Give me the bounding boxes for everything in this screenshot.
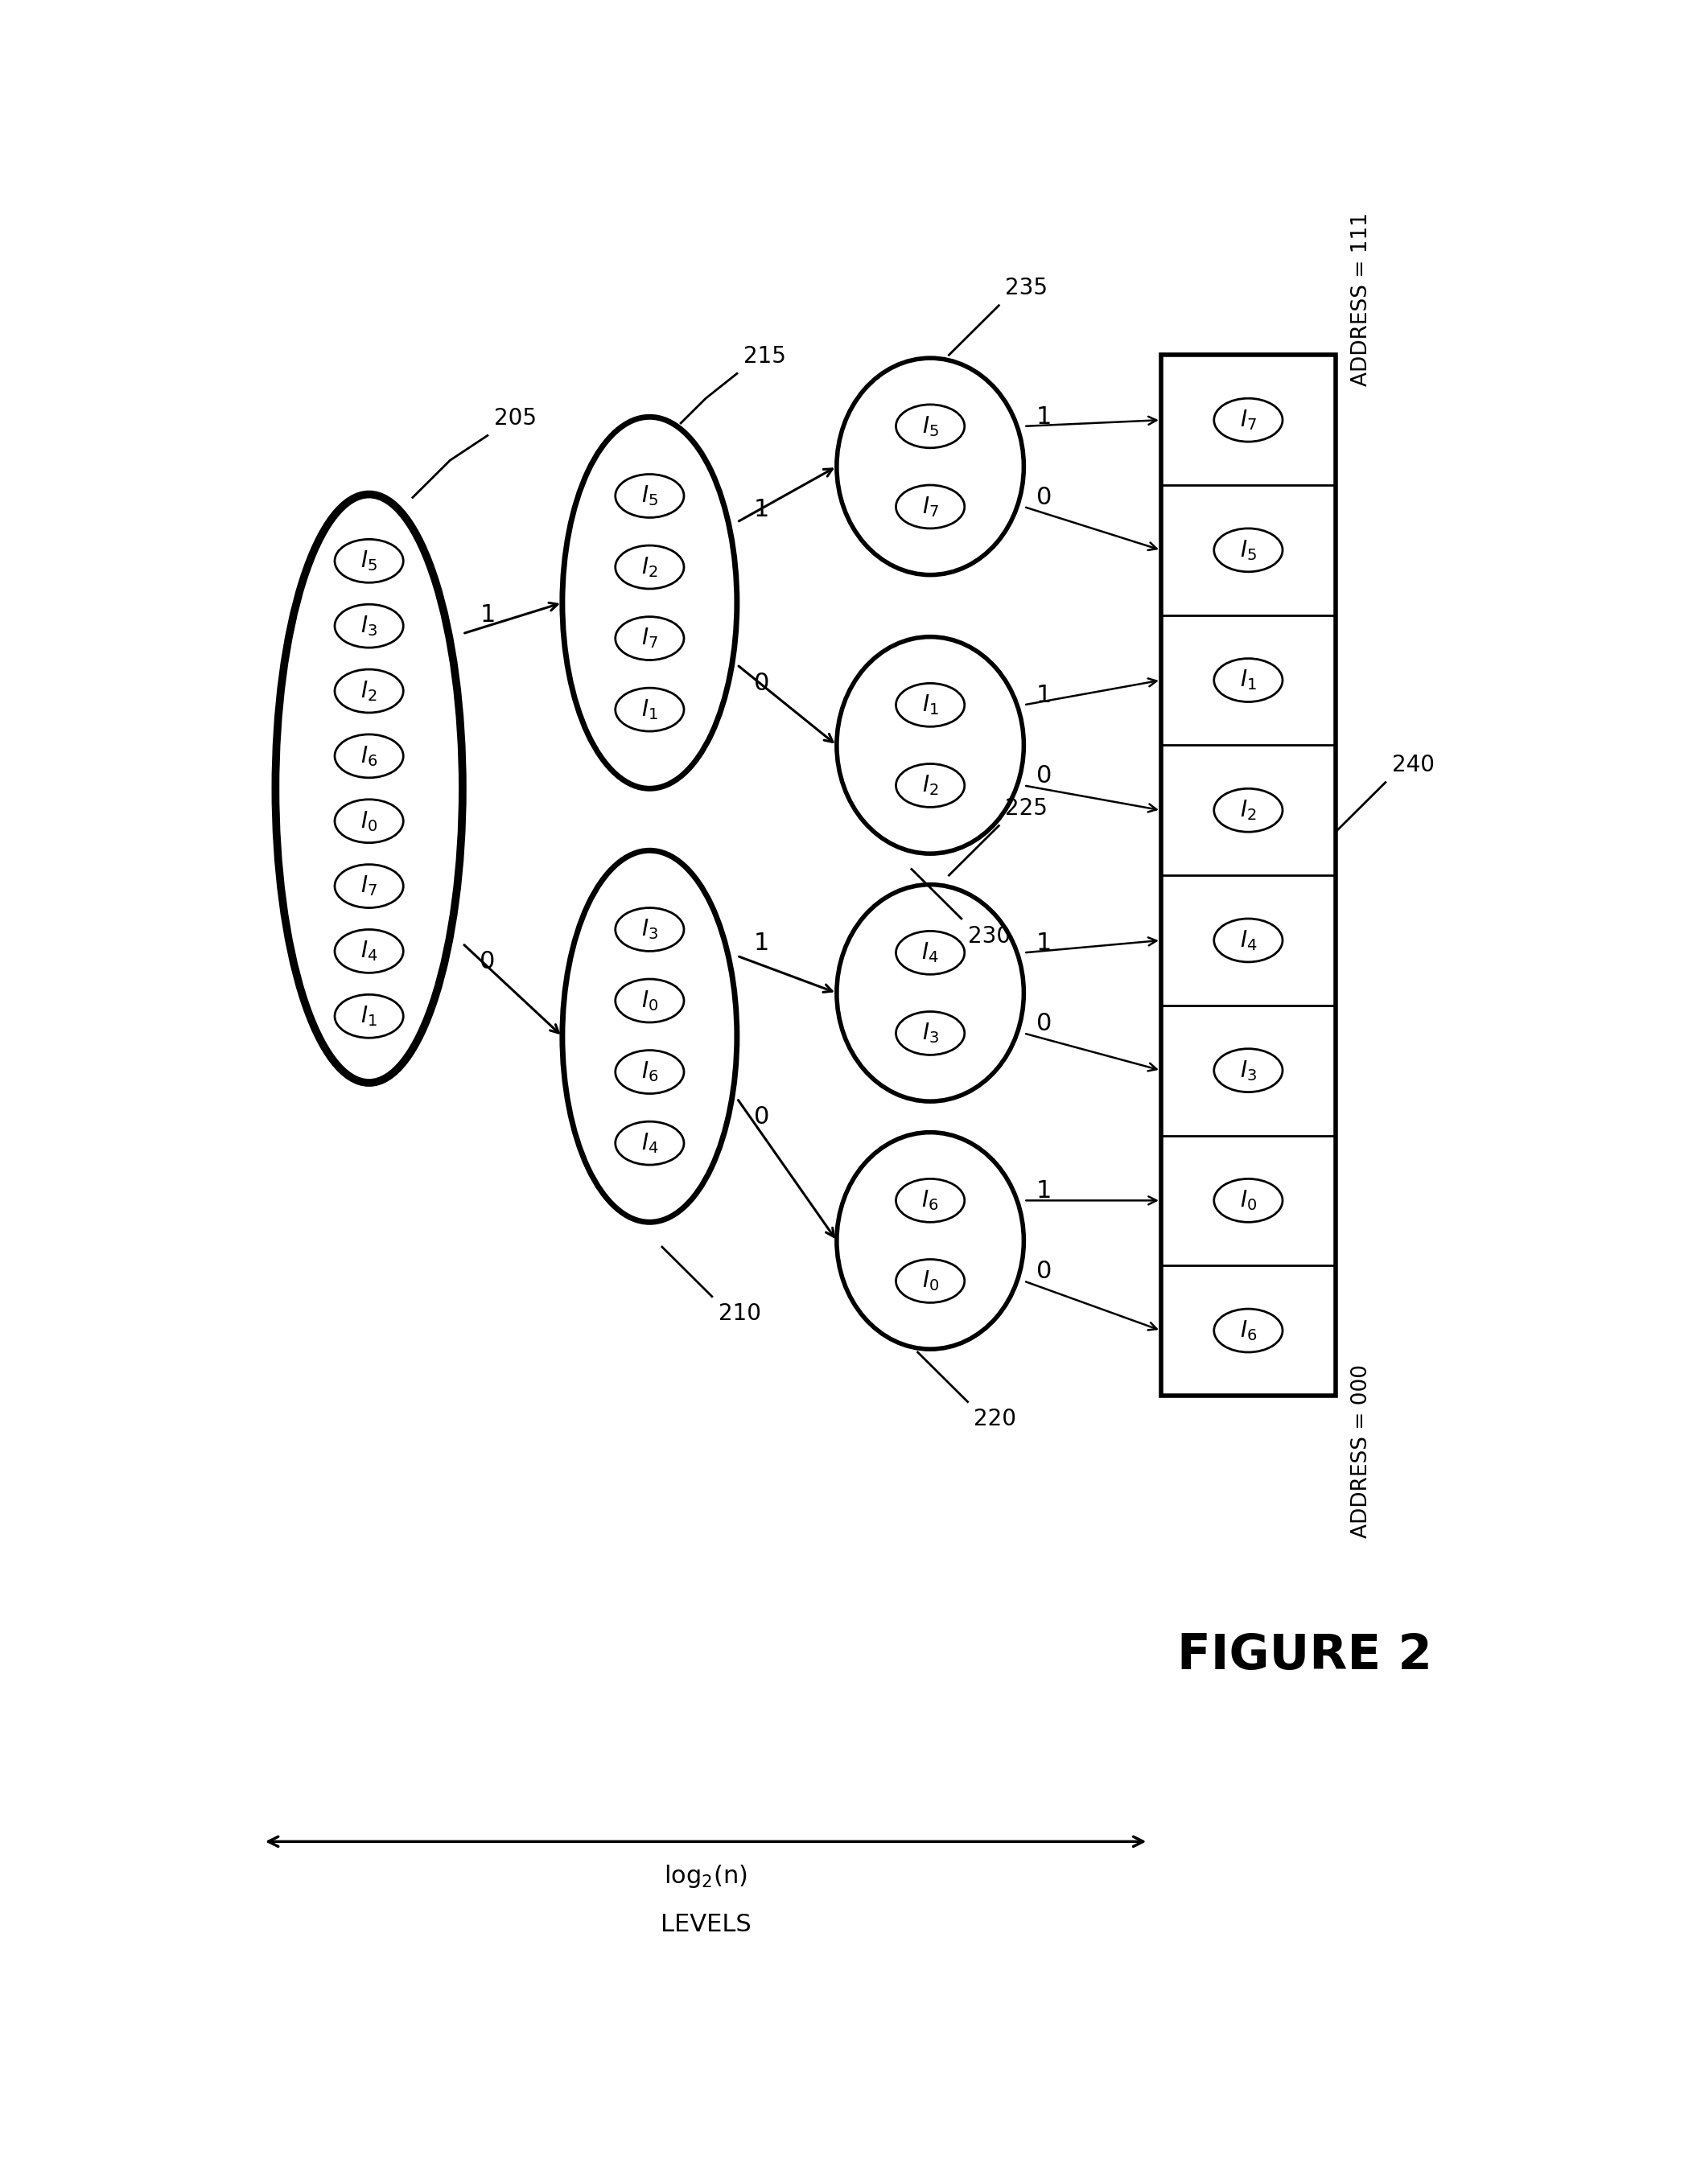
Ellipse shape <box>616 688 684 732</box>
Ellipse shape <box>616 616 684 660</box>
Text: $I_{5}$: $I_{5}$ <box>1240 537 1257 561</box>
Text: $I_{3}$: $I_{3}$ <box>922 1022 939 1046</box>
Text: 220: 220 <box>974 1409 1016 1431</box>
Text: 1: 1 <box>1037 684 1052 708</box>
Ellipse shape <box>837 358 1023 574</box>
Ellipse shape <box>334 994 404 1037</box>
Ellipse shape <box>895 1179 965 1223</box>
Ellipse shape <box>616 474 684 518</box>
Text: 240: 240 <box>1391 753 1434 775</box>
Text: $\mathrm{log_2(n)}$: $\mathrm{log_2(n)}$ <box>663 1863 747 1889</box>
Text: $I_{6}$: $I_{6}$ <box>1240 1319 1257 1343</box>
Text: $I_{2}$: $I_{2}$ <box>641 555 658 579</box>
Text: $I_{0}$: $I_{0}$ <box>360 808 377 832</box>
Ellipse shape <box>276 494 462 1083</box>
Text: 0: 0 <box>1037 764 1052 788</box>
Text: $I_{3}$: $I_{3}$ <box>360 614 377 638</box>
Text: $I_{6}$: $I_{6}$ <box>360 745 377 769</box>
Ellipse shape <box>334 668 404 712</box>
Ellipse shape <box>837 638 1023 854</box>
Text: $I_{2}$: $I_{2}$ <box>1240 799 1257 821</box>
Text: 0: 0 <box>1037 1011 1052 1035</box>
Bar <box>1161 356 1335 1396</box>
Text: 0: 0 <box>754 1105 769 1129</box>
Text: LEVELS: LEVELS <box>660 1913 752 1937</box>
Text: 0: 0 <box>754 673 769 695</box>
Ellipse shape <box>334 865 404 909</box>
Text: $I_{4}$: $I_{4}$ <box>360 939 379 963</box>
Ellipse shape <box>1214 660 1282 701</box>
Ellipse shape <box>334 734 404 778</box>
Ellipse shape <box>895 684 965 727</box>
Text: $I_{4}$: $I_{4}$ <box>1240 928 1257 952</box>
Text: 225: 225 <box>1004 797 1047 819</box>
Ellipse shape <box>1214 1179 1282 1223</box>
Text: $I_{1}$: $I_{1}$ <box>361 1005 377 1029</box>
Text: $I_{0}$: $I_{0}$ <box>641 989 658 1013</box>
Ellipse shape <box>1214 788 1282 832</box>
Ellipse shape <box>563 417 737 788</box>
Ellipse shape <box>616 1051 684 1094</box>
Text: $I_{0}$: $I_{0}$ <box>922 1269 939 1293</box>
Text: 210: 210 <box>718 1302 760 1326</box>
Ellipse shape <box>837 885 1023 1101</box>
Ellipse shape <box>1214 529 1282 572</box>
Ellipse shape <box>334 930 404 972</box>
Ellipse shape <box>895 930 965 974</box>
Text: 1: 1 <box>1037 406 1052 428</box>
Text: ADDRESS = 111: ADDRESS = 111 <box>1350 212 1373 387</box>
Text: $I_{3}$: $I_{3}$ <box>641 917 658 941</box>
Ellipse shape <box>895 1011 965 1055</box>
Text: $I_{2}$: $I_{2}$ <box>922 773 938 797</box>
Ellipse shape <box>334 539 404 583</box>
Text: 215: 215 <box>743 345 786 367</box>
Text: $I_{7}$: $I_{7}$ <box>641 627 658 651</box>
Ellipse shape <box>1214 1048 1282 1092</box>
Text: $I_{1}$: $I_{1}$ <box>922 692 939 716</box>
Ellipse shape <box>895 404 965 448</box>
Text: 0: 0 <box>1037 485 1052 509</box>
Ellipse shape <box>616 546 684 590</box>
Text: $I_{7}$: $I_{7}$ <box>360 874 377 898</box>
Ellipse shape <box>837 1131 1023 1350</box>
Ellipse shape <box>616 909 684 952</box>
Text: 235: 235 <box>1004 277 1047 299</box>
Text: 230: 230 <box>968 924 1011 948</box>
Text: $I_{3}$: $I_{3}$ <box>1240 1059 1257 1083</box>
Text: $I_{0}$: $I_{0}$ <box>1240 1188 1257 1212</box>
Ellipse shape <box>895 764 965 808</box>
Text: $I_{7}$: $I_{7}$ <box>1240 408 1257 432</box>
Ellipse shape <box>616 978 684 1022</box>
Text: 1: 1 <box>1037 1179 1052 1203</box>
Ellipse shape <box>334 799 404 843</box>
Ellipse shape <box>895 485 965 529</box>
Ellipse shape <box>334 605 404 649</box>
Text: $I_{6}$: $I_{6}$ <box>922 1188 939 1212</box>
Ellipse shape <box>1214 919 1282 961</box>
Text: $I_{4}$: $I_{4}$ <box>922 941 939 965</box>
Text: 1: 1 <box>1037 933 1052 954</box>
Ellipse shape <box>1214 397 1282 441</box>
Ellipse shape <box>563 850 737 1223</box>
Text: 1: 1 <box>479 603 494 627</box>
Text: $I_{6}$: $I_{6}$ <box>641 1059 658 1083</box>
Text: 0: 0 <box>1037 1260 1052 1284</box>
Text: 1: 1 <box>754 933 769 954</box>
Text: FIGURE 2: FIGURE 2 <box>1176 1631 1432 1679</box>
Text: $I_{5}$: $I_{5}$ <box>922 415 939 439</box>
Text: $I_{2}$: $I_{2}$ <box>361 679 377 703</box>
Ellipse shape <box>616 1123 684 1164</box>
Text: $I_{1}$: $I_{1}$ <box>1240 668 1257 692</box>
Text: ADDRESS = 000: ADDRESS = 000 <box>1350 1365 1373 1538</box>
Text: $I_{1}$: $I_{1}$ <box>641 697 658 721</box>
Ellipse shape <box>1214 1308 1282 1352</box>
Text: $I_{7}$: $I_{7}$ <box>922 496 939 520</box>
Text: 205: 205 <box>494 406 537 430</box>
Text: 0: 0 <box>479 950 494 974</box>
Text: 1: 1 <box>754 498 769 522</box>
Text: $I_{4}$: $I_{4}$ <box>641 1131 658 1155</box>
Text: $I_{5}$: $I_{5}$ <box>641 485 658 509</box>
Text: $I_{5}$: $I_{5}$ <box>360 548 377 572</box>
Ellipse shape <box>895 1260 965 1302</box>
